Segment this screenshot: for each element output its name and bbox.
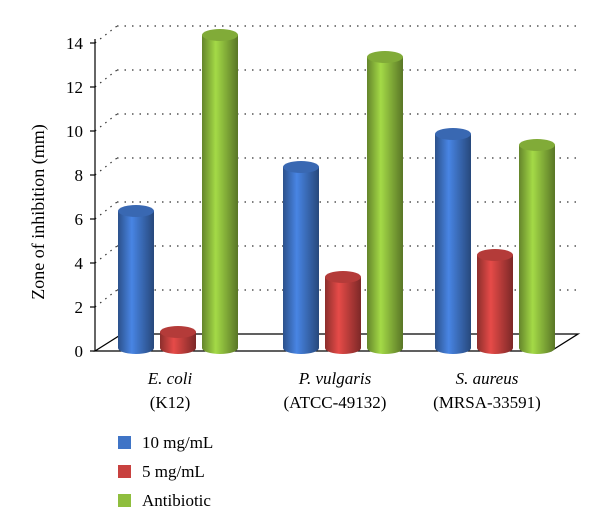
bar-body	[519, 145, 555, 348]
legend-item: 5 mg/mL	[118, 457, 213, 486]
bar-top	[283, 161, 319, 173]
y-tick-label: 0	[75, 342, 84, 361]
bar	[435, 128, 471, 354]
bar-base	[435, 342, 471, 354]
gridlines	[94, 25, 578, 308]
legend-item: Antibiotic	[118, 486, 213, 515]
gridline	[94, 157, 118, 176]
bar-body	[367, 57, 403, 348]
bar	[325, 271, 361, 354]
y-tick-label: 4	[75, 254, 84, 273]
legend-item: 10 mg/mL	[118, 428, 213, 457]
legend: 10 mg/mL 5 mg/mL Antibiotic	[118, 428, 213, 515]
bar	[202, 29, 238, 354]
bar-body	[118, 211, 154, 348]
bar-base	[477, 342, 513, 354]
category-label: E. coli	[147, 369, 193, 388]
gridline	[94, 245, 118, 264]
bars	[118, 29, 555, 354]
bar-top	[519, 139, 555, 151]
bar-body	[202, 35, 238, 348]
bar-body	[325, 277, 361, 348]
bar-base	[118, 342, 154, 354]
bar-top	[435, 128, 471, 140]
category-sublabel: (MRSA-33591)	[433, 393, 541, 412]
y-tick-label: 12	[66, 78, 83, 97]
gridline	[94, 113, 118, 132]
bar-base	[325, 342, 361, 354]
bar-top	[325, 271, 361, 283]
y-tick-label: 6	[75, 210, 84, 229]
y-tick-label: 10	[66, 122, 83, 141]
bar	[118, 205, 154, 354]
gridline	[94, 25, 118, 44]
bar-chart: 0 2 4 6 8 10 12 14 E. coli (K12) P. vulgaris (ATCC…	[28, 25, 581, 412]
category-sublabel: (ATCC-49132)	[284, 393, 387, 412]
legend-label: 10 mg/mL	[142, 432, 214, 452]
bar-top	[477, 249, 513, 261]
bar-top	[202, 29, 238, 41]
bar	[160, 326, 196, 354]
bar-top	[160, 326, 196, 338]
gridline	[94, 289, 118, 308]
category-label: S. aureus	[456, 369, 519, 388]
bar-base	[160, 342, 196, 354]
gridline	[94, 69, 118, 88]
bar-base	[367, 342, 403, 354]
y-tick-label: 2	[75, 298, 84, 317]
bar	[519, 139, 555, 354]
bar-base	[283, 342, 319, 354]
category-sublabel: (K12)	[150, 393, 191, 412]
legend-swatch	[118, 436, 131, 449]
legend-swatch	[118, 465, 131, 478]
x-axis: E. coli (K12) P. vulgaris (ATCC-49132) S. au…	[147, 369, 541, 412]
y-tick-label: 8	[75, 166, 84, 185]
bar-top	[118, 205, 154, 217]
gridline	[94, 201, 118, 220]
bar-body	[435, 134, 471, 348]
bar-body	[283, 167, 319, 348]
legend-swatch	[118, 494, 131, 507]
legend-label: Antibiotic	[142, 490, 211, 510]
y-axis-label: Zone of inhibition (mm)	[28, 124, 49, 299]
category-label: P. vulgaris	[298, 369, 372, 388]
bar	[367, 51, 403, 354]
bar	[283, 161, 319, 354]
legend-label: 5 mg/mL	[142, 461, 205, 481]
y-tick-label: 14	[66, 34, 84, 53]
bar-base	[202, 342, 238, 354]
bar-base	[519, 342, 555, 354]
bar-top	[367, 51, 403, 63]
bar-body	[477, 255, 513, 348]
y-axis: 0 2 4 6 8 10 12 14	[66, 34, 96, 361]
bar	[477, 249, 513, 354]
